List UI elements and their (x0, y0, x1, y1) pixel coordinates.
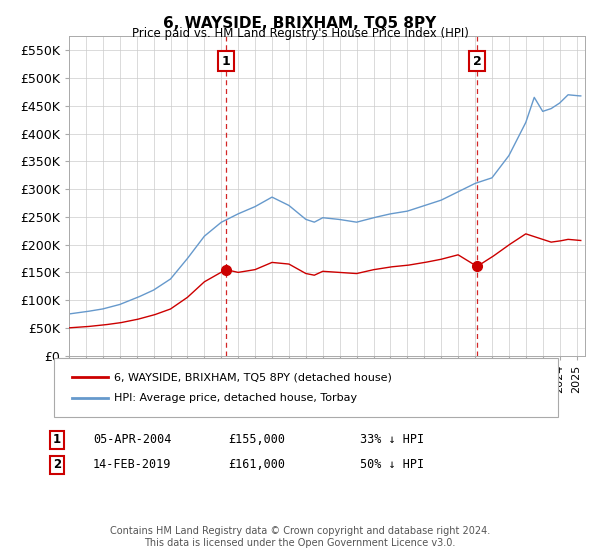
Text: 14-FEB-2019: 14-FEB-2019 (93, 458, 172, 472)
Text: Contains HM Land Registry data © Crown copyright and database right 2024.
This d: Contains HM Land Registry data © Crown c… (110, 526, 490, 548)
Text: Price paid vs. HM Land Registry's House Price Index (HPI): Price paid vs. HM Land Registry's House … (131, 27, 469, 40)
Text: 1: 1 (53, 433, 61, 446)
Text: £155,000: £155,000 (228, 433, 285, 446)
Text: £161,000: £161,000 (228, 458, 285, 472)
Text: 6, WAYSIDE, BRIXHAM, TQ5 8PY (detached house): 6, WAYSIDE, BRIXHAM, TQ5 8PY (detached h… (114, 372, 392, 382)
Text: 2: 2 (53, 458, 61, 472)
Text: HPI: Average price, detached house, Torbay: HPI: Average price, detached house, Torb… (114, 393, 357, 403)
Text: 50% ↓ HPI: 50% ↓ HPI (360, 458, 424, 472)
Text: 6, WAYSIDE, BRIXHAM, TQ5 8PY: 6, WAYSIDE, BRIXHAM, TQ5 8PY (163, 16, 437, 31)
Text: 2: 2 (473, 55, 481, 68)
Text: 33% ↓ HPI: 33% ↓ HPI (360, 433, 424, 446)
Text: 05-APR-2004: 05-APR-2004 (93, 433, 172, 446)
Text: 1: 1 (221, 55, 230, 68)
